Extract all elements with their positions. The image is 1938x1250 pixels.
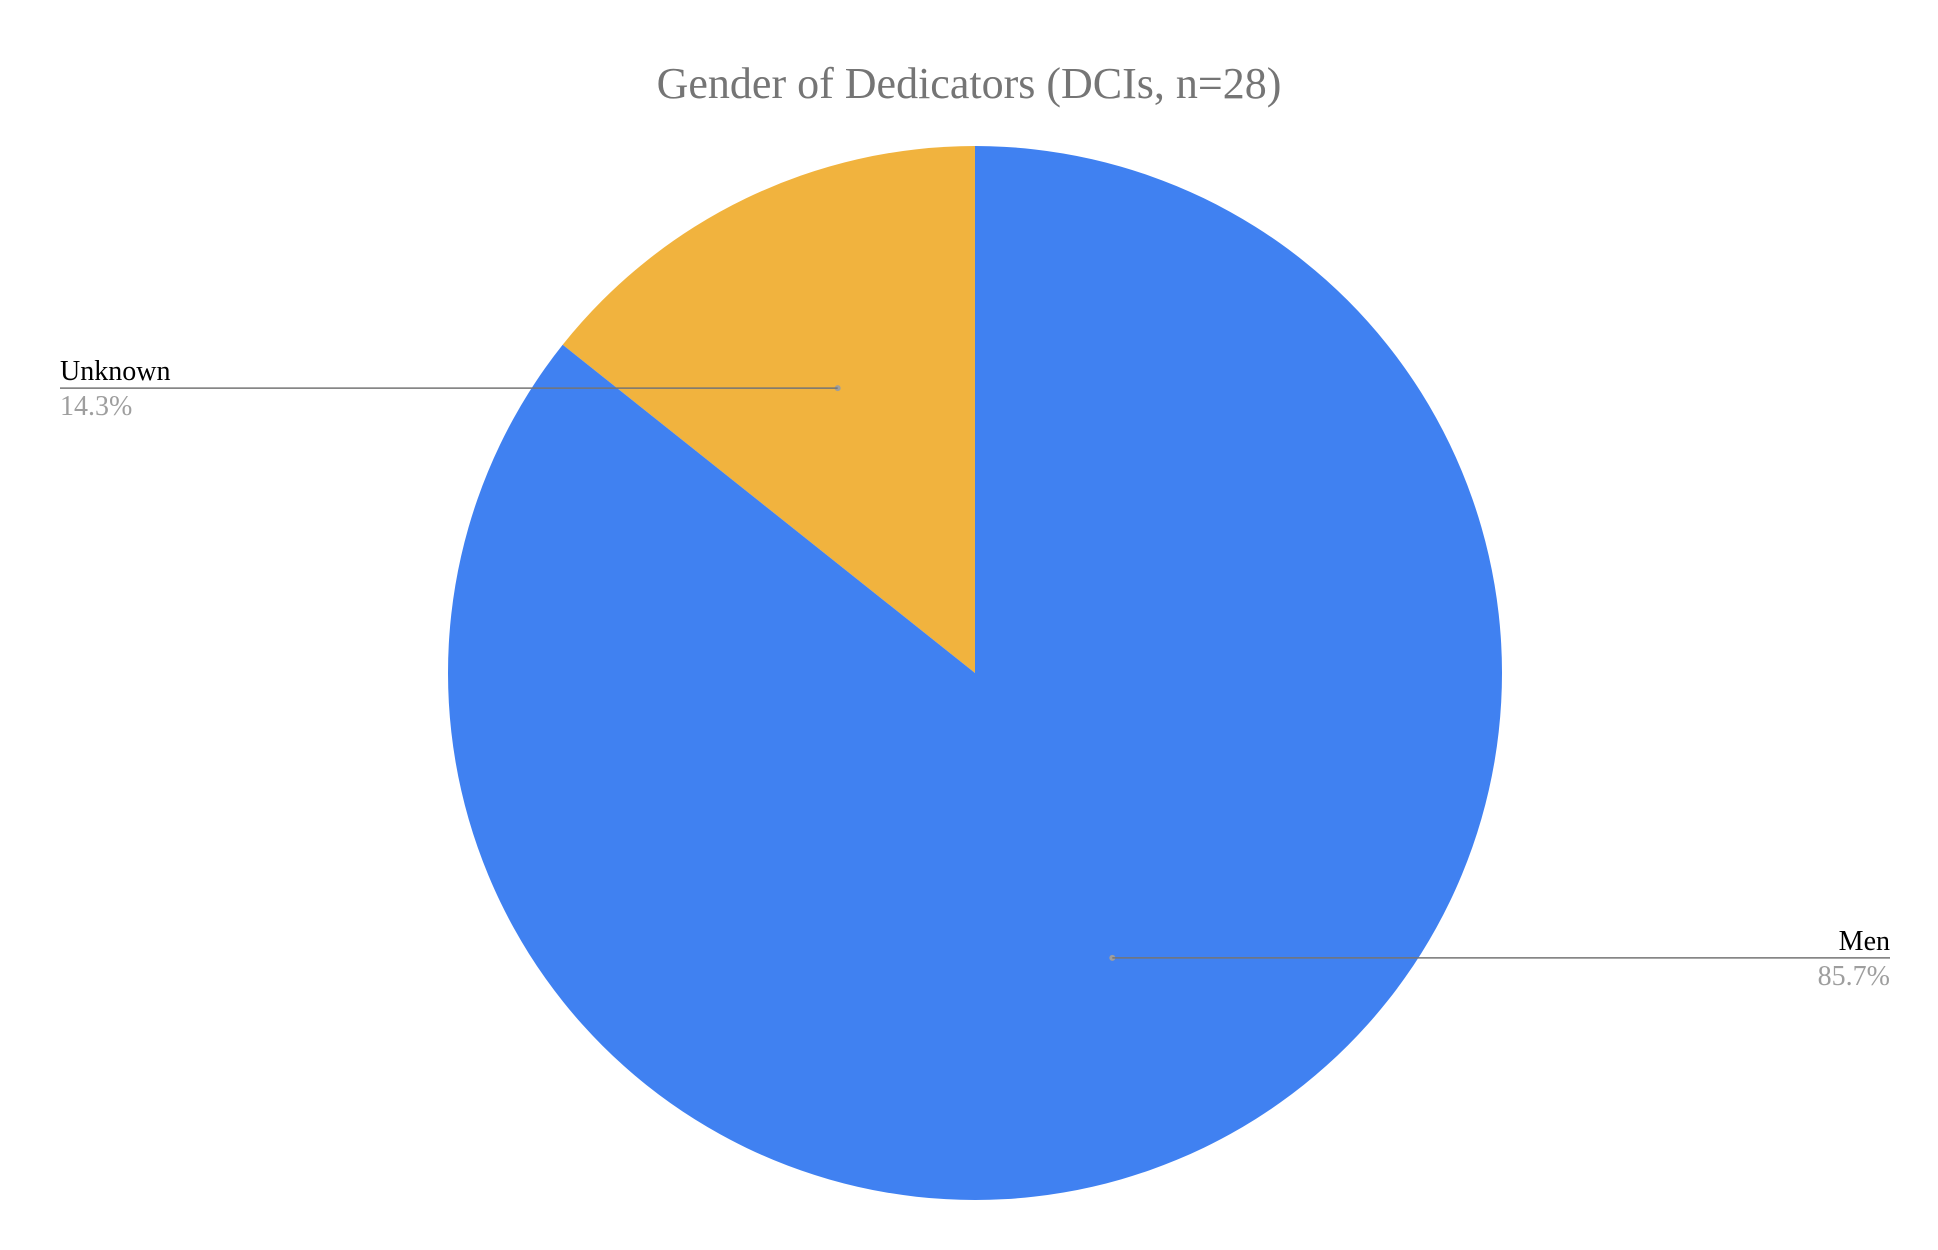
slice-value-men: 85.7% xyxy=(1818,961,1890,992)
pie-callouts: Unknown 14.3% Men 85.7% xyxy=(60,356,1890,992)
pie-slice-men xyxy=(448,146,1503,1200)
slice-label-men: Men xyxy=(1839,926,1890,957)
pie-slice-unknown xyxy=(562,146,975,673)
chart-title: Gender of Dedicators (DCIs, n=28) xyxy=(657,59,1282,108)
slice-label-unknown: Unknown xyxy=(60,356,170,387)
pie-slices xyxy=(448,146,1503,1200)
slice-value-unknown: 14.3% xyxy=(60,391,132,422)
